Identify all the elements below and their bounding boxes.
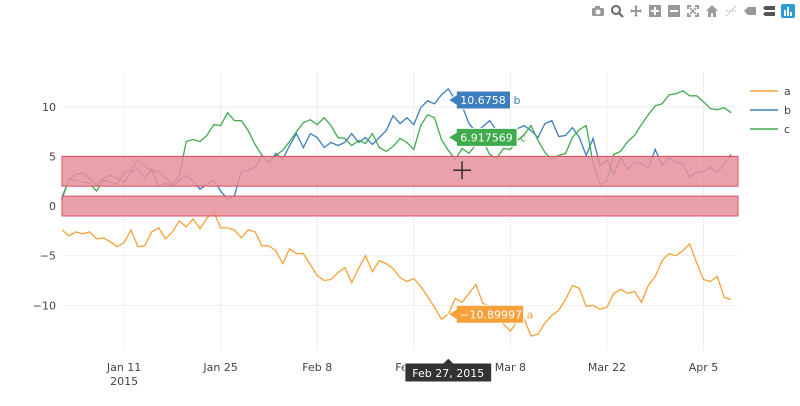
modebar <box>585 0 800 22</box>
hover-value: 10.6758 <box>460 94 506 107</box>
legend-label: c <box>784 123 790 136</box>
legend-label: b <box>784 104 791 117</box>
x-tick-label: Jan 11 <box>106 361 141 374</box>
camera-button[interactable] <box>589 2 606 19</box>
pan-button[interactable] <box>627 2 644 19</box>
hover-x-label: Feb 27, 2015 <box>404 357 493 383</box>
autoscale-button[interactable] <box>684 2 701 19</box>
y-tick-label: 10 <box>42 101 56 114</box>
hover-value: −10.89997 <box>460 308 522 321</box>
x-tick-label: Jan 25 <box>202 361 237 374</box>
x-tick-label: Apr 5 <box>689 361 719 374</box>
x-tick-label: Mar 8 <box>495 361 526 374</box>
home-button[interactable] <box>703 2 720 19</box>
y-tick-label: 0 <box>49 200 56 213</box>
plotly-logo-icon <box>780 3 795 18</box>
hover-label-c: 6.917569 c <box>447 127 526 147</box>
hover-label-a: −10.89997 a <box>447 304 534 324</box>
series-line-a[interactable] <box>61 210 732 337</box>
spike-lines-button[interactable] <box>722 2 739 19</box>
zoom-button[interactable] <box>608 2 625 19</box>
legend-item-c[interactable]: c <box>750 123 790 136</box>
shape-rect-2[interactable] <box>61 195 739 217</box>
zoom-out-icon <box>667 4 680 17</box>
hover-series-name: b <box>513 94 520 107</box>
hover-closest-icon <box>743 6 756 15</box>
hover-compare-button[interactable] <box>760 2 777 19</box>
crosshair-cursor-icon <box>453 161 472 180</box>
legend-label: a <box>784 85 791 98</box>
hover-closest-button[interactable] <box>741 2 758 19</box>
home-icon <box>705 4 718 17</box>
zoom-in-button[interactable] <box>646 2 663 19</box>
hover-series-name: c <box>520 131 526 144</box>
legend-item-a[interactable]: a <box>750 85 791 98</box>
hover-label-b: 10.6758 b <box>447 90 520 110</box>
x-tick-label: Mar 22 <box>588 361 626 374</box>
hover-compare-icon <box>762 5 775 16</box>
plotly-logo-button[interactable] <box>779 2 796 19</box>
hover-series-name: a <box>527 308 534 321</box>
camera-icon <box>591 5 604 16</box>
zoom-out-button[interactable] <box>665 2 682 19</box>
y-tick-label: −5 <box>40 250 56 263</box>
autoscale-icon <box>686 4 699 17</box>
x-tick-label: Feb 8 <box>302 361 332 374</box>
x-tick-year-label: 2015 <box>110 375 138 388</box>
hover-x-value: Feb 27, 2015 <box>412 367 484 380</box>
hover-value: 6.917569 <box>460 131 513 144</box>
pan-icon <box>629 4 642 17</box>
shape-rect-1[interactable] <box>61 155 739 187</box>
y-tick-label: 5 <box>49 150 56 163</box>
zoom-icon <box>610 4 624 18</box>
legend-item-b[interactable]: b <box>750 104 791 117</box>
y-tick-label: −10 <box>33 299 56 312</box>
legend[interactable]: abc <box>750 85 791 136</box>
spike-lines-icon <box>725 5 736 16</box>
zoom-in-icon <box>648 4 661 17</box>
